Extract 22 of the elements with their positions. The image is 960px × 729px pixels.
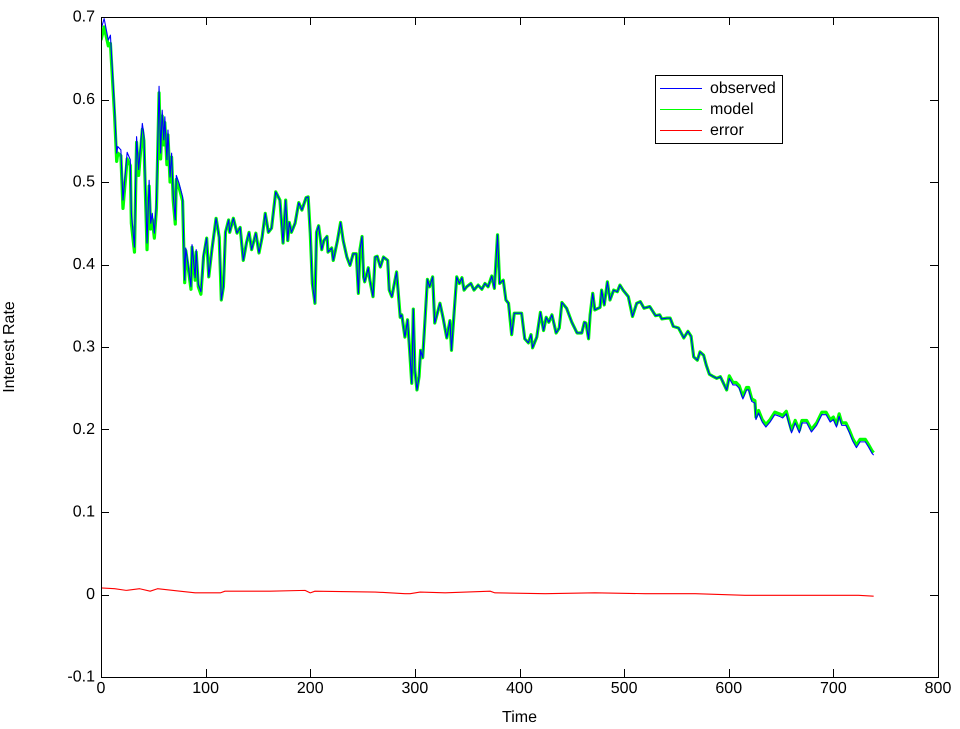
x-tick-label: 300 [402,680,428,698]
y-tick-label: 0.5 [72,173,96,190]
y-axis-title: Interest Rate [1,301,18,393]
y-tick-label: 0.1 [72,503,96,520]
x-tick-label: 400 [506,680,533,698]
x-tick-label: 700 [820,680,847,698]
legend-label: observed [710,79,776,99]
legend-label: model [710,100,754,120]
x-tick-label: 100 [192,680,220,698]
y-tick-label: -0.1 [67,668,96,686]
x-tick-label: 600 [715,680,742,698]
y-tick-label: 0 [86,586,96,603]
y-tick-label: 0.7 [72,8,96,26]
x-tick-label: 500 [610,680,638,698]
x-tick-label: 200 [296,680,324,698]
y-tick-label: 0.3 [72,338,96,356]
y-tick-label: 0.4 [72,256,96,273]
y-tick-label: 0.6 [72,90,96,108]
x-axis-title: Time [502,708,538,726]
legend-label: error [710,121,744,141]
y-tick-label: 0.2 [72,420,96,438]
x-tick-label: 800 [924,680,952,698]
